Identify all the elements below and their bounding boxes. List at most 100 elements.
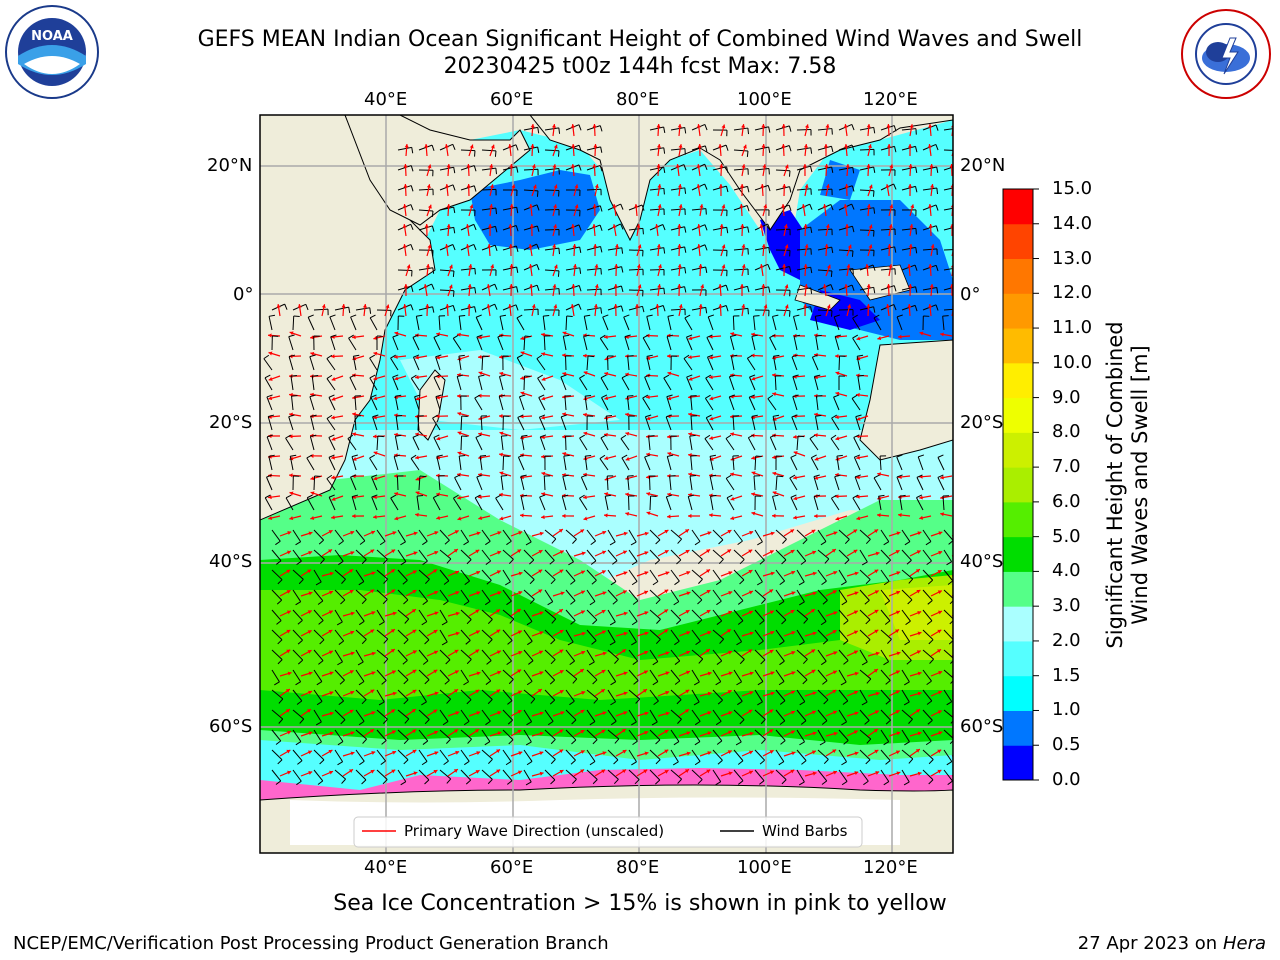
wave-arrow-head <box>434 531 439 535</box>
wind-barb-flag <box>854 454 861 458</box>
wave-arrow-head <box>623 611 628 616</box>
wave-arrow-head <box>373 351 378 356</box>
wave-arrow-head <box>434 691 439 696</box>
wind-barb <box>288 336 294 351</box>
wave-arrow-head <box>306 709 311 713</box>
wind-barb-flag <box>296 780 302 786</box>
wind-barb-flag <box>726 166 729 173</box>
wind-barb <box>796 165 811 171</box>
wave-arrow-head <box>940 475 944 480</box>
wave-arrow-head <box>698 304 703 308</box>
colorbar-segment <box>1003 710 1033 746</box>
wind-barb-flag <box>453 227 456 234</box>
wind-barb-flag <box>725 474 732 479</box>
wave-arrow-head <box>601 769 606 774</box>
wave-arrow-head <box>517 630 522 635</box>
wind-barb-flag <box>810 147 813 154</box>
wind-barb <box>565 144 580 151</box>
wind-barb-flag <box>609 541 616 546</box>
wind-barb-flag <box>276 599 283 605</box>
wind-barb <box>646 316 651 331</box>
wave-arrow-head <box>559 749 564 754</box>
wind-barb-flag <box>338 540 344 546</box>
wind-barb-flag <box>632 600 639 605</box>
wind-barb <box>642 337 651 351</box>
wave-arrow-head <box>803 144 809 148</box>
wave-arrow-head <box>352 335 356 340</box>
wave-arrow-head <box>826 304 831 309</box>
wind-barb <box>439 269 455 272</box>
wind-barb <box>775 169 791 172</box>
wind-barb-flag <box>446 738 451 744</box>
wave-arrow-head <box>772 491 777 496</box>
wave-arrow-head <box>696 224 702 228</box>
wind-barb-flag <box>424 679 430 685</box>
wind-barb-flag <box>915 146 918 153</box>
wave-arrow-head <box>341 304 346 308</box>
wind-barb <box>397 185 412 191</box>
wind-barb <box>460 267 475 271</box>
wind-barb-flag <box>645 414 652 418</box>
wave-arrow-head <box>835 391 840 396</box>
wave-arrow-head <box>622 590 627 595</box>
wave-arrow-head <box>844 144 849 148</box>
wind-barb-flag <box>433 494 439 499</box>
wind-barb <box>790 457 798 471</box>
wind-barb-flag <box>412 334 419 338</box>
wind-barb-flag <box>684 314 691 319</box>
wind-barb <box>733 749 744 762</box>
wind-barb <box>418 629 430 641</box>
wind-barb <box>670 589 680 602</box>
wind-barb <box>810 457 819 471</box>
wind-barb-flag <box>718 539 724 545</box>
wind-barb-flag <box>883 741 889 746</box>
wind-barb-flag <box>392 374 399 378</box>
wave-arrow-head <box>529 224 534 228</box>
wave-arrow-head <box>721 124 726 129</box>
wind-barb-flag <box>694 720 701 726</box>
wind-barb-flag <box>276 620 282 625</box>
wind-barb-flag <box>562 494 569 497</box>
wave-arrow-head <box>394 492 399 497</box>
wave-arrow-head <box>873 729 878 733</box>
wave-arrow-head <box>936 649 941 653</box>
wind-barb <box>523 589 535 600</box>
wave-arrow-head <box>289 473 293 478</box>
wave-arrow-head <box>614 244 619 248</box>
wave-arrow-head <box>538 550 543 554</box>
wave-arrow-head <box>696 164 701 168</box>
wave-arrow-head <box>707 751 712 756</box>
wind-barb-flag <box>328 454 335 458</box>
wind-barb-flag <box>812 354 819 358</box>
wave-arrow-head <box>391 589 396 594</box>
wind-barb-flag <box>717 759 723 765</box>
colorbar-segment <box>1003 223 1033 260</box>
wind-barb-flag <box>328 394 335 398</box>
wind-barb <box>901 709 913 720</box>
wave-arrow-head <box>696 124 701 128</box>
wind-barb-flag <box>852 334 859 339</box>
wind-barb <box>600 437 609 451</box>
wind-barb <box>481 669 492 682</box>
wind-barb-flag <box>312 375 319 377</box>
wave-arrow-head <box>728 711 733 715</box>
wind-barb-flag <box>547 601 553 606</box>
wind-barb <box>334 669 345 681</box>
wind-barb-flag <box>831 166 834 173</box>
wind-barb <box>412 337 420 351</box>
wind-barb <box>775 145 790 151</box>
wind-barb <box>754 629 764 642</box>
wind-barb <box>712 166 727 171</box>
wind-barb-flag <box>411 374 417 379</box>
wind-barb-flag <box>424 639 430 645</box>
wind-barb <box>418 709 430 720</box>
wind-barb-flag <box>663 166 666 174</box>
wave-arrow-head <box>465 244 470 248</box>
wave-arrow-head <box>604 371 609 376</box>
wave-arrow-head <box>706 590 711 594</box>
wind-barb <box>628 529 637 543</box>
wave-arrow-head <box>644 711 649 716</box>
wind-barb <box>538 397 546 411</box>
wind-barb <box>499 316 504 331</box>
wind-barb-flag <box>394 454 401 458</box>
